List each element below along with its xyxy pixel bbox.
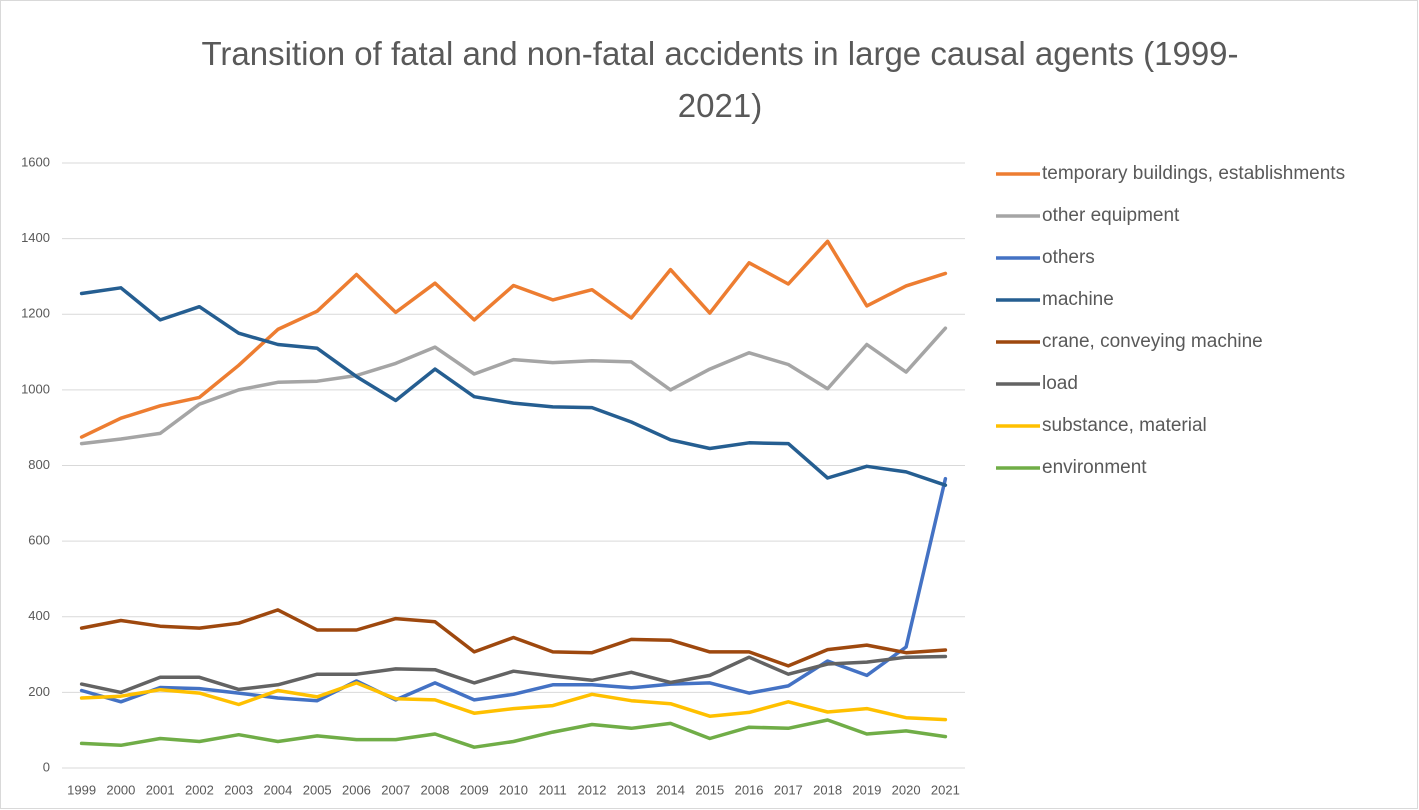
legend-label: load [1042, 373, 1078, 394]
chart-title: Transition of fatal and non-fatal accide… [201, 35, 1239, 124]
y-tick-label: 1000 [21, 381, 50, 396]
series-line [79, 476, 948, 704]
legend-label: substance, material [1042, 415, 1207, 436]
series-line [79, 654, 948, 695]
y-tick-label: 0 [43, 759, 50, 774]
x-tick-label: 2018 [813, 782, 842, 797]
x-tick-label: 2002 [185, 782, 214, 797]
legend-label: others [1042, 247, 1095, 268]
series-line [79, 239, 948, 439]
x-tick-label: 2010 [499, 782, 528, 797]
x-tick-label: 2006 [342, 782, 371, 797]
x-tick-label: 2005 [303, 782, 332, 797]
x-tick-label: 2017 [774, 782, 803, 797]
y-tick-label: 400 [28, 608, 50, 623]
legend-label: environment [1042, 457, 1147, 478]
series-line [79, 286, 948, 487]
x-tick-label: 2020 [892, 782, 921, 797]
legend-label: crane, conveying machine [1042, 331, 1263, 352]
x-tick-label: 2004 [263, 782, 292, 797]
legend-label: temporary buildings, establishments [1042, 163, 1345, 184]
y-tick-label: 1600 [21, 154, 50, 169]
x-tick-label: 2021 [931, 782, 960, 797]
series-line [79, 681, 948, 722]
legend-label: other equipment [1042, 205, 1180, 226]
x-tick-label: 2012 [578, 782, 607, 797]
y-tick-label: 1400 [21, 230, 50, 245]
y-tick-label: 600 [28, 533, 50, 548]
legend-label: machine [1042, 289, 1114, 310]
y-tick-label: 1200 [21, 306, 50, 321]
x-tick-label: 2015 [695, 782, 724, 797]
x-tick-label: 2019 [852, 782, 881, 797]
x-tick-label: 2011 [539, 782, 567, 797]
x-tick-label: 2013 [617, 782, 646, 797]
x-tick-label: 2014 [656, 782, 685, 797]
x-tick-label: 2016 [735, 782, 764, 797]
x-tick-label: 2003 [224, 782, 253, 797]
y-tick-label: 800 [28, 457, 50, 472]
series-line [79, 718, 948, 749]
x-tick-label: 2009 [460, 782, 489, 797]
series-line [79, 608, 948, 668]
y-tick-label: 200 [28, 684, 50, 699]
x-tick-label: 2001 [146, 782, 175, 797]
x-tick-label: 2007 [381, 782, 410, 797]
x-tick-label: 2008 [421, 782, 450, 797]
x-tick-label: 1999 [67, 782, 96, 797]
x-tick-label: 2000 [106, 782, 135, 797]
series-line [79, 326, 948, 446]
